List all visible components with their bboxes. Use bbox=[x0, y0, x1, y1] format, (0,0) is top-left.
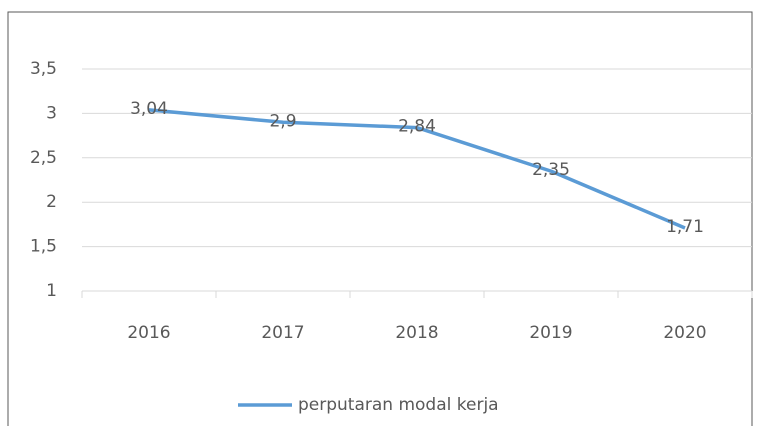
y-tick-label: 3 bbox=[46, 103, 57, 123]
x-tick-label: 2018 bbox=[395, 323, 438, 343]
x-tick-label: 2019 bbox=[529, 323, 572, 343]
data-label: 3,04 bbox=[130, 99, 168, 119]
x-tick-label: 2020 bbox=[663, 323, 706, 343]
x-tick-label: 2017 bbox=[261, 323, 304, 343]
x-tick-label: 2016 bbox=[127, 323, 170, 343]
y-tick-label: 1,5 bbox=[30, 237, 57, 257]
data-label: 1,71 bbox=[666, 217, 704, 237]
y-tick-label: 3,5 bbox=[30, 59, 57, 79]
y-tick-label: 1 bbox=[46, 281, 57, 301]
data-label: 2,9 bbox=[269, 111, 296, 131]
line bbox=[148, 108, 686, 230]
data-label: 2,84 bbox=[398, 117, 436, 137]
frame bbox=[7, 11, 753, 426]
legend-label: perputaran modal kerja bbox=[298, 395, 499, 415]
y-tick-label: 2,5 bbox=[30, 148, 57, 168]
y-tick-label: 2 bbox=[46, 192, 57, 212]
data-label: 2,35 bbox=[532, 160, 570, 180]
